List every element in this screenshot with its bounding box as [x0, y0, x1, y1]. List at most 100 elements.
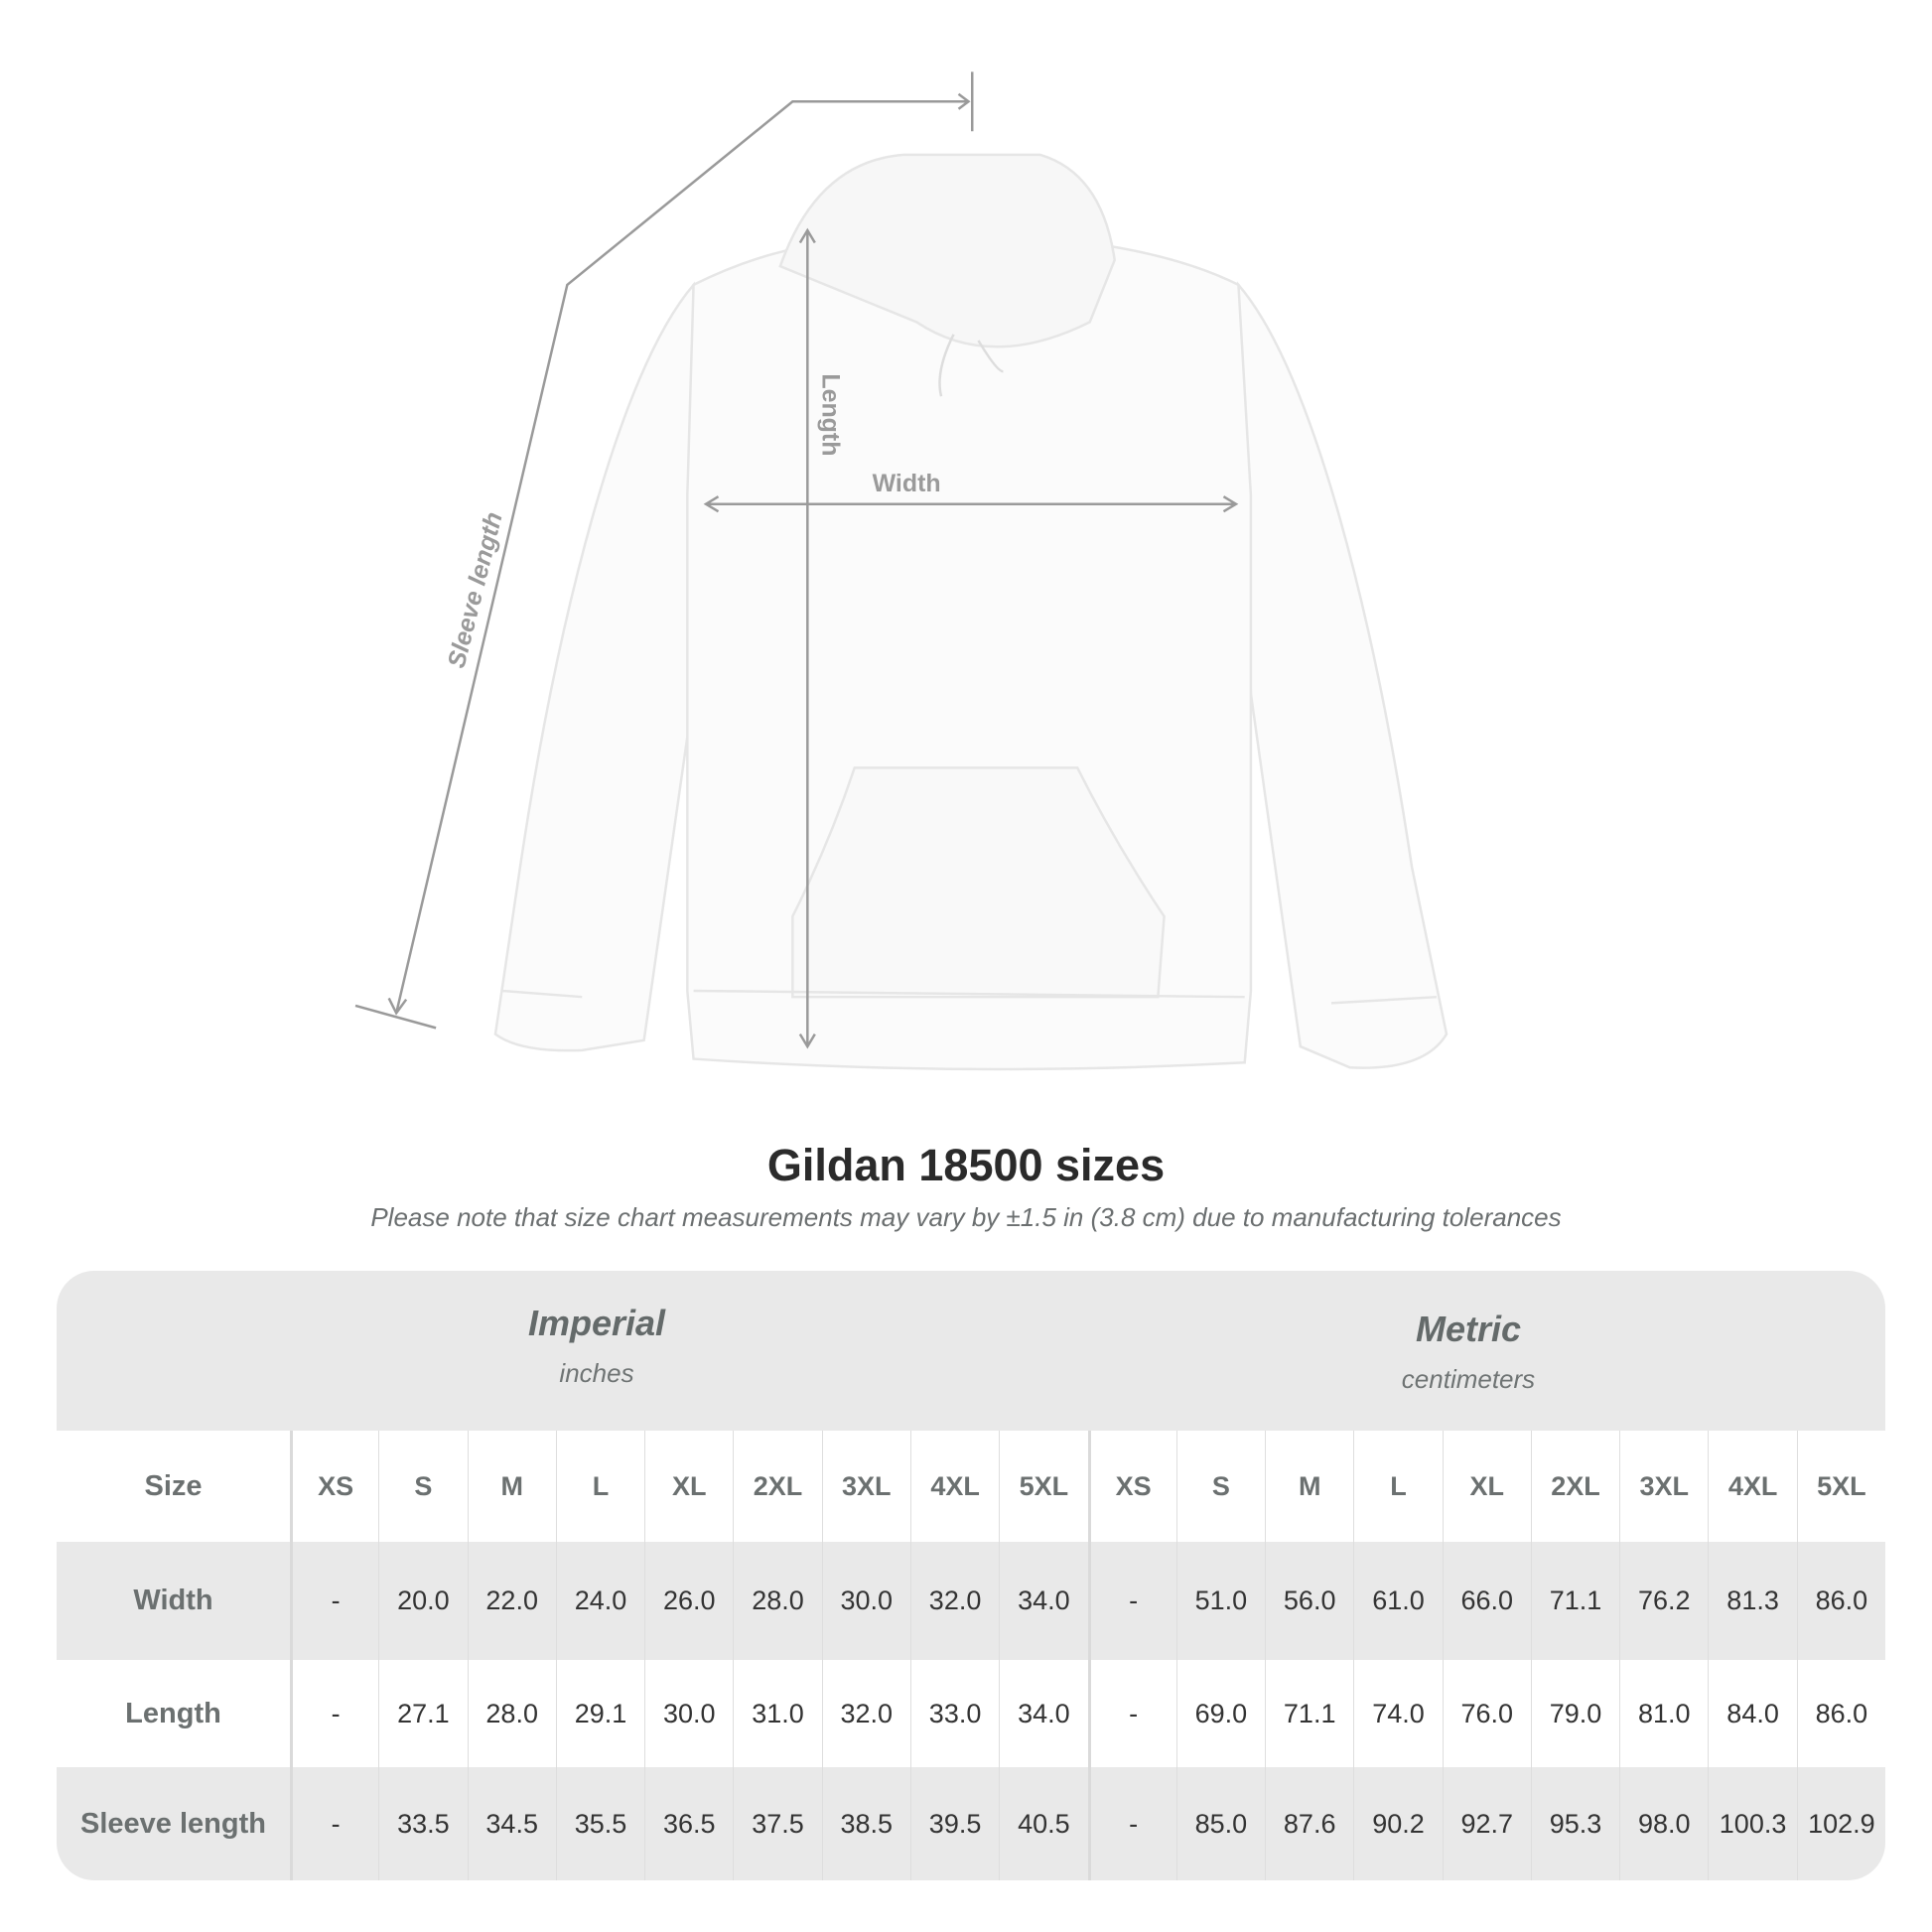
value-cell: 61.0 — [1353, 1542, 1442, 1660]
value-cell: 69.0 — [1175, 1660, 1265, 1767]
size-header-cell: XL — [644, 1431, 733, 1542]
size-table: Imperial inches Metric centimeters Size X… — [57, 1271, 1885, 1880]
size-header-cell: 5XL — [999, 1431, 1087, 1542]
arrow-icon — [387, 997, 408, 1016]
size-header-cell: XL — [1442, 1431, 1531, 1542]
value-cell: - — [290, 1767, 378, 1880]
value-cell: 30.0 — [821, 1542, 910, 1660]
value-cell: 40.5 — [999, 1767, 1087, 1880]
size-header-cell: 4XL — [1708, 1431, 1796, 1542]
value-cell: 37.5 — [733, 1767, 821, 1880]
length-label: Length — [816, 373, 844, 456]
size-header-cell: M — [1265, 1431, 1353, 1542]
value-cell: - — [290, 1660, 378, 1767]
value-cell: 90.2 — [1353, 1767, 1442, 1880]
value-cell: 84.0 — [1708, 1660, 1796, 1767]
value-cell: 51.0 — [1175, 1542, 1265, 1660]
size-header-cell: 5XL — [1796, 1431, 1885, 1542]
size-header-cell: 3XL — [1619, 1431, 1708, 1542]
value-cell: 76.0 — [1442, 1660, 1531, 1767]
value-cell: 20.0 — [378, 1542, 467, 1660]
value-cell: 29.1 — [555, 1660, 644, 1767]
value-cell: 38.5 — [821, 1767, 910, 1880]
value-cell: 30.0 — [644, 1660, 733, 1767]
sleeve-bottom-tick — [354, 1004, 437, 1030]
size-header-cell: L — [555, 1431, 644, 1542]
value-cell: 71.1 — [1265, 1660, 1353, 1767]
size-row: Size XS S M L XL 2XL 3XL 4XL 5XL XS S M L XL 2XL 3XL 4XL 5… — [57, 1431, 1885, 1542]
arrow-icon — [798, 227, 816, 244]
size-header-cell: 3XL — [821, 1431, 910, 1542]
size-header-cell: 2XL — [733, 1431, 821, 1542]
row-label: Size — [144, 1469, 203, 1502]
row-label: Sleeve length — [80, 1807, 266, 1840]
imperial-unit: inches — [559, 1358, 634, 1388]
imperial-title: Imperial — [527, 1303, 666, 1343]
value-cell: 74.0 — [1353, 1660, 1442, 1767]
value-cell: 26.0 — [644, 1542, 733, 1660]
value-cell: 81.0 — [1619, 1660, 1708, 1767]
value-cell: 66.0 — [1442, 1542, 1531, 1660]
size-header-cell: S — [1175, 1431, 1265, 1542]
table-row: Length -27.1 28.0 29.1 30.0 31.0 32.0 33.0 34.0-… — [57, 1660, 1885, 1767]
value-cell: - — [1087, 1660, 1176, 1767]
value-cell: 28.0 — [733, 1542, 821, 1660]
row-label: Width — [133, 1585, 213, 1616]
value-cell: 24.0 — [555, 1542, 644, 1660]
value-cell: 32.0 — [909, 1542, 999, 1660]
metric-title: Metric — [1415, 1309, 1522, 1349]
value-cell: 95.3 — [1530, 1767, 1619, 1880]
value-cell: 36.5 — [644, 1767, 733, 1880]
value-cell: 102.9 — [1796, 1767, 1885, 1880]
table-header: Imperial inches Metric centimeters — [57, 1271, 1885, 1431]
value-cell: 33.0 — [909, 1660, 999, 1767]
value-cell: 32.0 — [821, 1660, 910, 1767]
value-cell: 56.0 — [1265, 1542, 1353, 1660]
value-cell: 33.5 — [378, 1767, 467, 1880]
width-label: Width — [873, 470, 941, 497]
size-header-cell: L — [1353, 1431, 1442, 1542]
value-cell: 81.3 — [1708, 1542, 1796, 1660]
tolerance-note: Please note that size chart measurements… — [370, 1202, 1562, 1232]
sleeve-length-line — [394, 100, 968, 1014]
value-cell: 76.2 — [1619, 1542, 1708, 1660]
value-cell: 79.0 — [1530, 1660, 1619, 1767]
value-cell: 71.1 — [1530, 1542, 1619, 1660]
value-cell: 86.0 — [1796, 1542, 1885, 1660]
value-cell: 100.3 — [1708, 1767, 1796, 1880]
hoodie-illustration — [493, 153, 1449, 1071]
measurement-lines — [354, 71, 1239, 1049]
value-cell: 34.0 — [999, 1542, 1087, 1660]
value-cell: 28.0 — [467, 1660, 556, 1767]
value-cell: 92.7 — [1442, 1767, 1531, 1880]
size-header-cell: S — [378, 1431, 467, 1542]
value-cell: 85.0 — [1175, 1767, 1265, 1880]
value-cell: 31.0 — [733, 1660, 821, 1767]
imperial-header: Imperial inches — [249, 1303, 944, 1389]
value-cell: 98.0 — [1619, 1767, 1708, 1880]
size-header-cell: M — [467, 1431, 556, 1542]
value-cell: 27.1 — [378, 1660, 467, 1767]
size-header-cell: XS — [290, 1431, 378, 1542]
size-header-cell: 2XL — [1530, 1431, 1619, 1542]
metric-header: Metric centimeters — [1121, 1309, 1816, 1395]
sleeve-length-label: Sleeve length — [443, 509, 508, 671]
value-cell: 22.0 — [467, 1542, 556, 1660]
size-header-cell: 4XL — [909, 1431, 999, 1542]
row-label: Length — [125, 1697, 221, 1729]
value-cell: 39.5 — [909, 1767, 999, 1880]
arrow-icon — [703, 495, 720, 513]
table-row: Sleeve length -33.5 34.5 35.5 36.5 37.5 38.5 39… — [57, 1767, 1885, 1880]
value-cell: 87.6 — [1265, 1767, 1353, 1880]
value-cell: 34.0 — [999, 1660, 1087, 1767]
value-cell: 35.5 — [555, 1767, 644, 1880]
value-cell: 86.0 — [1796, 1660, 1885, 1767]
arrow-icon — [1222, 495, 1239, 513]
arrow-icon — [957, 92, 971, 110]
value-cell: - — [1087, 1542, 1176, 1660]
value-cell: - — [290, 1542, 378, 1660]
metric-unit: centimeters — [1401, 1364, 1536, 1394]
value-cell: - — [1087, 1767, 1176, 1880]
table-row: Width -20.0 22.0 24.0 26.0 28.0 30.0 32.0 34.0-5… — [57, 1542, 1885, 1660]
